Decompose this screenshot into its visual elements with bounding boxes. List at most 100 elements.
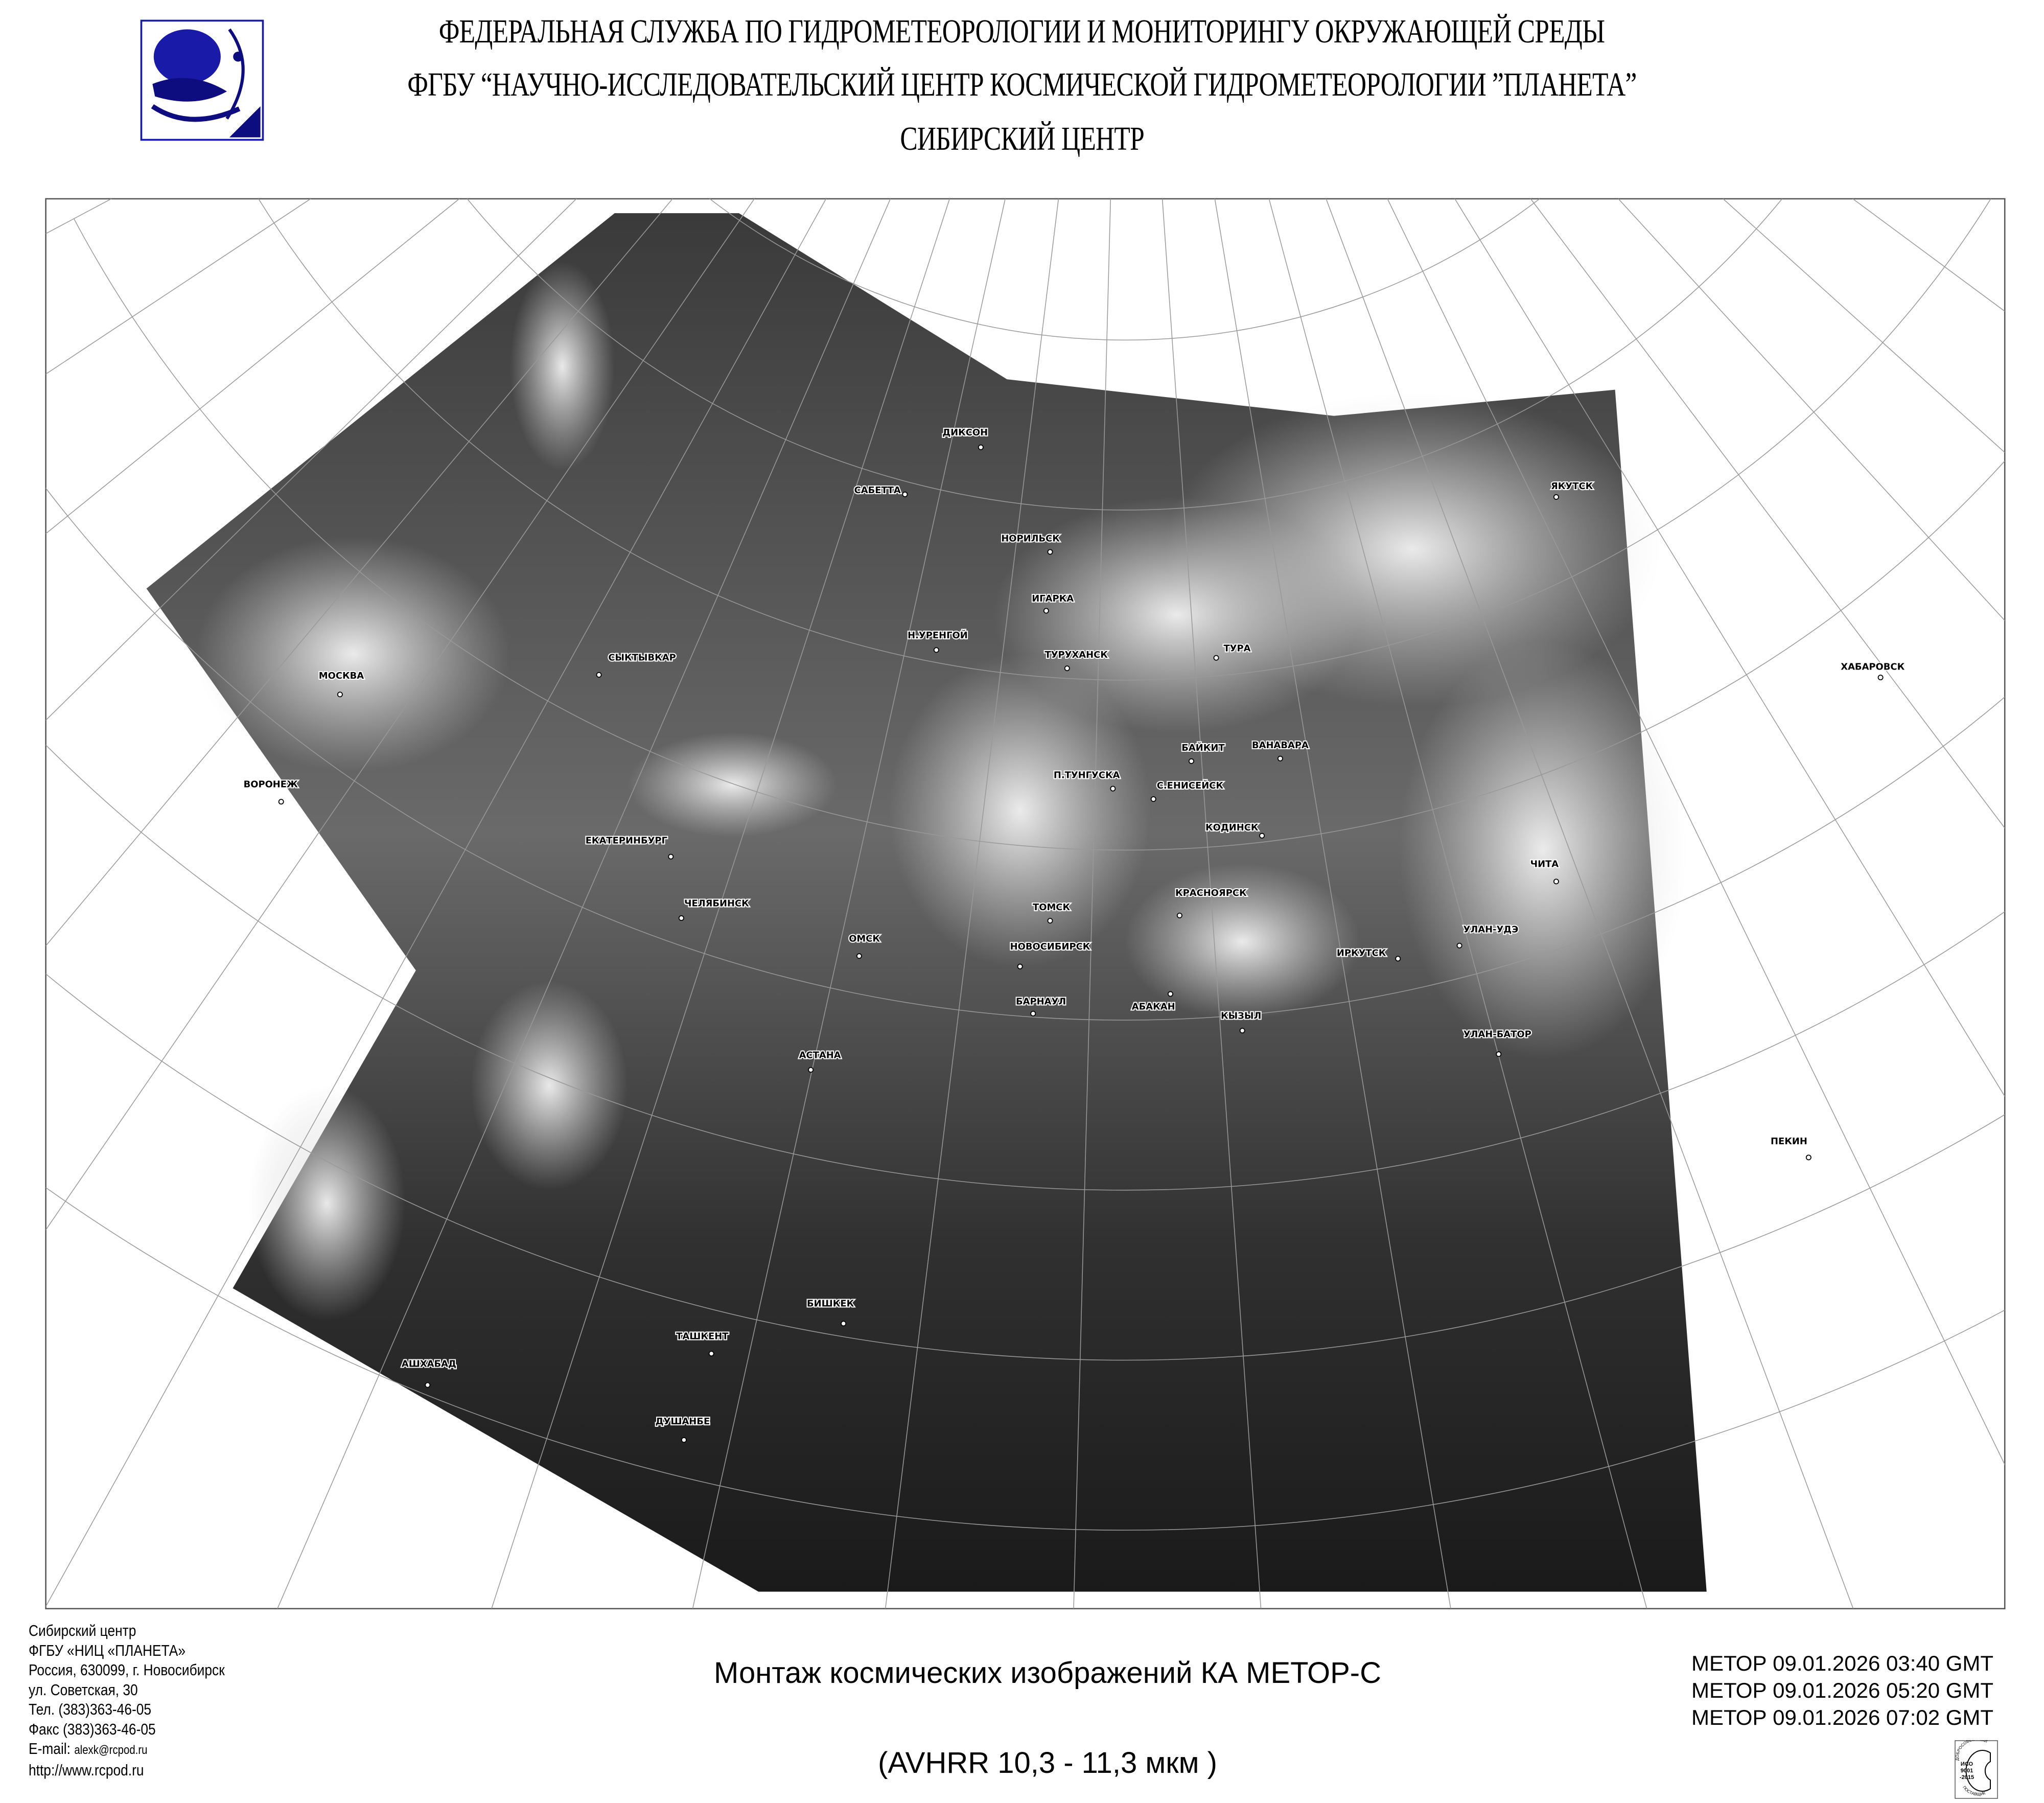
city-marker: УЛАН-УДЭ: [1456, 923, 1519, 949]
city-dot: [1064, 665, 1070, 672]
city-label: С.ЕНИСЕЙСК: [1157, 780, 1224, 791]
contact-address1: Россия, 630099, г. Новосибирск: [29, 1661, 225, 1679]
city-label: ОМСК: [849, 934, 880, 944]
city-marker: С.ЕНИСЕЙСК: [1150, 779, 1224, 802]
city-label: ЕКАТЕРИНБУРГ: [586, 836, 667, 846]
city-label: НОВОСИБИРСК: [1010, 941, 1090, 952]
svg-text:-2015: -2015: [1960, 1774, 1974, 1781]
city-marker: ЕКАТЕРИНБУРГ: [585, 835, 674, 860]
city-label: НОРИЛЬСК: [1001, 533, 1060, 544]
city-dot: [1110, 785, 1116, 792]
city-marker: ВАНАВАРА: [1251, 739, 1310, 761]
meridian-line: [1326, 198, 1854, 1609]
svg-text:9001: 9001: [1961, 1768, 1973, 1774]
city-marker: БАЙКИТ: [1180, 741, 1226, 764]
city-dot: [808, 1067, 814, 1073]
city-marker: АБАКАН: [1131, 991, 1176, 1013]
city-label: КОДИНСК: [1205, 822, 1259, 833]
city-dot: [678, 915, 684, 921]
city-marker: СЫКТЫВКАР: [596, 651, 677, 678]
city-marker: ИРКУТСК: [1336, 947, 1401, 962]
city-marker: Н.УРЕНГОЙ: [907, 629, 969, 653]
meridian-line: [1387, 198, 2005, 1466]
header-center: СИБИРСКИЙ ЦЕНТР: [900, 120, 1144, 157]
map-subtitle: (AVHRR 10,3 - 11,3 мкм ): [878, 1746, 1217, 1779]
city-marker: ХАБАРОВСК: [1840, 660, 1906, 681]
satellite-passes: МЕТОР 09.01.2026 03:40 GMT МЕТОР 09.01.2…: [1691, 1650, 1993, 1731]
city-marker: ДУШАНБЕ: [655, 1415, 711, 1443]
city-label: КЫЗЫЛ: [1221, 1011, 1261, 1022]
city-marker: ПЕКИН: [1770, 1135, 1811, 1161]
meridian-line: [277, 198, 891, 1609]
contact-block: Сибирский центр ФГБУ «НИЦ «ПЛАНЕТА» Росс…: [29, 1621, 259, 1780]
city-label: АСТАНА: [799, 1050, 841, 1060]
website-link[interactable]: http://www.rcpod.ru: [29, 1761, 144, 1779]
city-label: МОСКВА: [319, 671, 364, 681]
city-dot: [1553, 494, 1559, 500]
city-marker: НОВОСИБИРСК: [1009, 940, 1091, 969]
iso-certificate-badge: ДОБРОСОВЕСТНЫЙ ПОСТАВЩИК ИСО 9001 -2015: [1955, 1740, 1998, 1799]
parallel-line: [73, 218, 2005, 851]
city-label: ПЕКИН: [1771, 1136, 1807, 1147]
city-marker: АШХАБАД: [401, 1357, 457, 1388]
planeta-logo: [140, 19, 264, 141]
city-marker: ТОМСК: [1032, 901, 1072, 924]
city-marker: ЧИТА: [1529, 858, 1560, 885]
parallel-line: [45, 973, 2005, 1361]
city-marker: ТАШКЕНТ: [675, 1330, 730, 1357]
city-dot: [337, 691, 343, 698]
meridian-line: [45, 198, 755, 1231]
city-label: СЫКТЫВКАР: [608, 652, 676, 663]
city-label: КРАСНОЯРСК: [1175, 888, 1247, 898]
city-label: ДУШАНБЕ: [656, 1416, 710, 1427]
header-institute: ФГБУ “НАУЧНО-ИССЛЕДОВАТЕЛЬСКИЙ ЦЕНТР КОС…: [407, 66, 1637, 103]
city-labels: ДИКСОН САБЕТТА НОРИЛЬСК ИГАРКА Н.УРЕНГОЙ ТУРУ…: [243, 426, 1906, 1443]
parallel-line: [45, 1187, 2005, 1531]
city-label: БАРНАУЛ: [1016, 996, 1066, 1007]
city-label: АШХАБАД: [402, 1358, 456, 1369]
meridian-line: [45, 198, 577, 721]
city-dot: [668, 853, 674, 860]
meridian-line: [491, 198, 950, 1609]
header-agency: ФЕДЕРАЛЬНАЯ СЛУЖБА ПО ГИДРОМЕТЕОРОЛОГИИ …: [439, 13, 1605, 50]
city-marker: УЛАН-БАТОР: [1462, 1028, 1532, 1057]
city-dot: [681, 1437, 687, 1443]
city-label: ИГАРКА: [1032, 593, 1074, 604]
city-label: ТУРА: [1223, 643, 1250, 654]
city-marker: ЧЕЛЯБИНСК: [678, 897, 750, 921]
parallel-line: [45, 744, 2005, 1191]
phone-value: (383)363-46-05: [58, 1700, 152, 1718]
city-dot: [1176, 912, 1182, 918]
city-marker: ОМСК: [848, 933, 881, 959]
city-marker: БАРНАУЛ: [1015, 995, 1067, 1016]
city-label: АБАКАН: [1132, 1002, 1175, 1012]
email-link[interactable]: alexk@rcpod.ru: [74, 1743, 148, 1757]
city-marker: НОРИЛЬСК: [1000, 532, 1061, 555]
city-dot: [856, 953, 862, 959]
city-label: УЛАН-БАТОР: [1464, 1029, 1531, 1039]
city-marker: ДИКСОН: [941, 426, 989, 450]
pass-time: МЕТОР 09.01.2026 03:40 GMT: [1691, 1651, 1994, 1675]
city-marker: МОСКВА: [318, 669, 365, 698]
city-marker: ТУРА: [1213, 642, 1252, 661]
city-label: ТАШКЕНТ: [676, 1331, 729, 1342]
city-dot: [1213, 655, 1219, 661]
graticule: [45, 198, 2005, 1609]
meridian-line: [692, 198, 1006, 1609]
meridian-line: [885, 198, 1059, 1609]
city-label: ИРКУТСК: [1337, 948, 1386, 959]
city-dot: [1030, 1010, 1036, 1016]
contact-org2: ФГБУ «НИЦ «ПЛАНЕТА»: [29, 1641, 186, 1659]
city-marker: КЫЗЫЛ: [1220, 1010, 1262, 1034]
city-dot: [1553, 879, 1559, 885]
city-dot: [1043, 608, 1049, 614]
city-marker: КОДИНСК: [1204, 821, 1265, 839]
meridian-line: [1530, 198, 2005, 829]
city-label: УЛАН-УДЭ: [1464, 924, 1519, 935]
city-dot: [1047, 918, 1053, 924]
city-dot: [278, 799, 284, 805]
fax-label: Факс: [29, 1720, 59, 1738]
city-dot: [1456, 942, 1462, 949]
city-marker: ВОРОНЕЖ: [243, 778, 299, 805]
